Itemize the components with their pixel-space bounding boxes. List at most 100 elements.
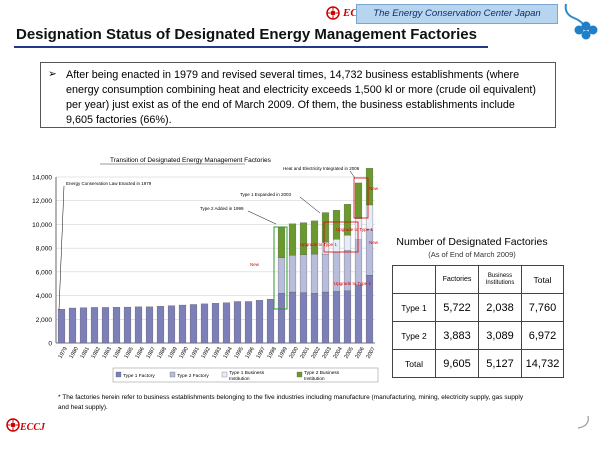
eccj-logo-icon	[326, 6, 340, 20]
clover-logo-icon	[560, 0, 600, 44]
table-title: Number of Designated Factories	[396, 236, 548, 248]
bar-segment	[365, 228, 374, 276]
x-tick-label: 1997	[256, 346, 267, 360]
y-axis-ticks: 0 2,000 4,000 6,000 8,000 10,000 12,000 14,000	[32, 175, 52, 348]
bar-segment	[343, 204, 352, 236]
bar-segment	[277, 293, 286, 344]
annotation-law-enacted: Energy Conservation Law Enacted in 1979	[66, 181, 152, 186]
bar-segment	[266, 298, 275, 344]
x-tick-label: 1995	[234, 346, 245, 360]
highlight-box-2003	[323, 221, 359, 253]
table-row: Type 1 5,722 2,038 7,760	[392, 293, 564, 322]
legend-swatch	[115, 371, 122, 378]
x-tick-label: 1979	[58, 346, 69, 360]
bar-segment	[178, 304, 187, 344]
x-tick-label: 1980	[69, 346, 80, 360]
bar-segment	[123, 306, 132, 344]
cell-factories: 3,883	[435, 321, 479, 350]
legend-frame	[112, 367, 379, 383]
bar-segment	[365, 204, 374, 230]
bar-segment	[90, 307, 99, 344]
row-label: Total	[392, 349, 436, 378]
legend-swatch	[296, 371, 303, 378]
bar-segment	[57, 309, 66, 344]
bar-segment	[255, 300, 264, 344]
cell-total: 6,972	[521, 321, 564, 350]
bar-segment	[288, 291, 297, 344]
x-tick-label: 2004	[333, 346, 344, 360]
bar-segment	[332, 210, 341, 240]
annotation-new-1999: New	[250, 262, 260, 267]
table-row: Total 9,605 5,127 14,732	[392, 349, 564, 378]
x-tick-label: 1991	[190, 346, 201, 360]
y-tick-label: 4,000	[36, 293, 53, 300]
cell-factories: 9,605	[435, 349, 479, 378]
cell-institutions: 2,038	[478, 293, 522, 322]
legend-label-cont: Institution	[229, 376, 250, 382]
x-tick-label: 1985	[124, 346, 135, 360]
annotation-type1-expanded: Type 1 Expanded in 2003	[240, 192, 292, 197]
x-tick-label: 1984	[113, 346, 124, 360]
bullet-arrow-icon: ➢	[48, 68, 57, 80]
x-tick-label: 2002	[311, 346, 322, 360]
legend-label: Type 1 Factory	[123, 373, 155, 379]
cell-total: 14,732	[521, 349, 564, 378]
bar-segment	[134, 306, 143, 344]
bar-segment	[299, 254, 308, 293]
bar-segment	[244, 301, 253, 344]
x-tick-label: 1986	[135, 346, 146, 360]
bar-segment	[277, 226, 286, 258]
page-curl-icon	[572, 412, 592, 432]
annotation-upgrade-3: Upgrade to Type 1	[334, 281, 371, 286]
chart-bars	[57, 168, 374, 344]
legend-swatch	[221, 371, 228, 378]
page-title: Designation Status of Designated Energy …	[16, 26, 477, 43]
x-tick-label: 1992	[201, 346, 212, 360]
chart-title: Transition of Designated Energy Manageme…	[110, 157, 272, 164]
annotation-upgrade-2: Upgrade to Type 1	[300, 242, 337, 247]
bar-segment	[299, 292, 308, 344]
bar-segment	[310, 293, 319, 344]
bar-segment	[321, 212, 330, 243]
x-tick-label: 2000	[289, 346, 300, 360]
bar-segment	[222, 302, 231, 344]
x-tick-label: 2003	[322, 346, 333, 360]
bar-segment	[310, 253, 319, 294]
cell-factories: 5,722	[435, 293, 479, 322]
y-tick-label: 14,000	[32, 175, 52, 182]
highlight-box-1999	[273, 226, 288, 310]
bar-segment	[112, 307, 121, 344]
table-header-blank	[392, 265, 436, 294]
bar-segment	[101, 307, 110, 344]
y-tick-label: 6,000	[36, 269, 53, 276]
bar-segment	[343, 234, 352, 251]
bar-segment	[310, 220, 319, 255]
bar-segment	[321, 253, 330, 293]
bar-segment	[365, 168, 374, 206]
highlight-box-2006	[353, 177, 369, 219]
bar-segment	[233, 301, 242, 344]
row-label: Type 1	[392, 293, 436, 322]
cell-institutions: 5,127	[478, 349, 522, 378]
footer-brand: ECCJ	[20, 422, 46, 433]
table-header-row: Factories Business Institutions Total	[392, 265, 564, 294]
y-tick-label: 12,000	[32, 198, 52, 205]
footnote: * The factories herein refer to business…	[58, 394, 524, 411]
bar-segment	[277, 257, 286, 294]
legend-label: Type 2 Factory	[177, 373, 209, 379]
designated-factories-chart: Transition of Designated Energy Manageme…	[32, 157, 379, 383]
annotation-new-2007: New	[369, 240, 379, 245]
bar-segment	[332, 291, 341, 344]
annotation-law-enacted-leader	[58, 185, 65, 311]
y-tick-label: 0	[48, 341, 52, 348]
bar-segment	[354, 239, 363, 286]
table-header-factories: Factories	[435, 265, 479, 294]
bar-segment	[189, 304, 198, 344]
annotation-type2-added-leader	[247, 210, 277, 225]
x-tick-label: 1998	[267, 346, 278, 360]
x-tick-label: 2006	[355, 346, 366, 360]
annotation-new-2006: New	[369, 186, 379, 191]
bar-segment	[354, 284, 363, 344]
y-tick-label: 8,000	[36, 246, 53, 253]
bar-segment	[200, 303, 209, 344]
